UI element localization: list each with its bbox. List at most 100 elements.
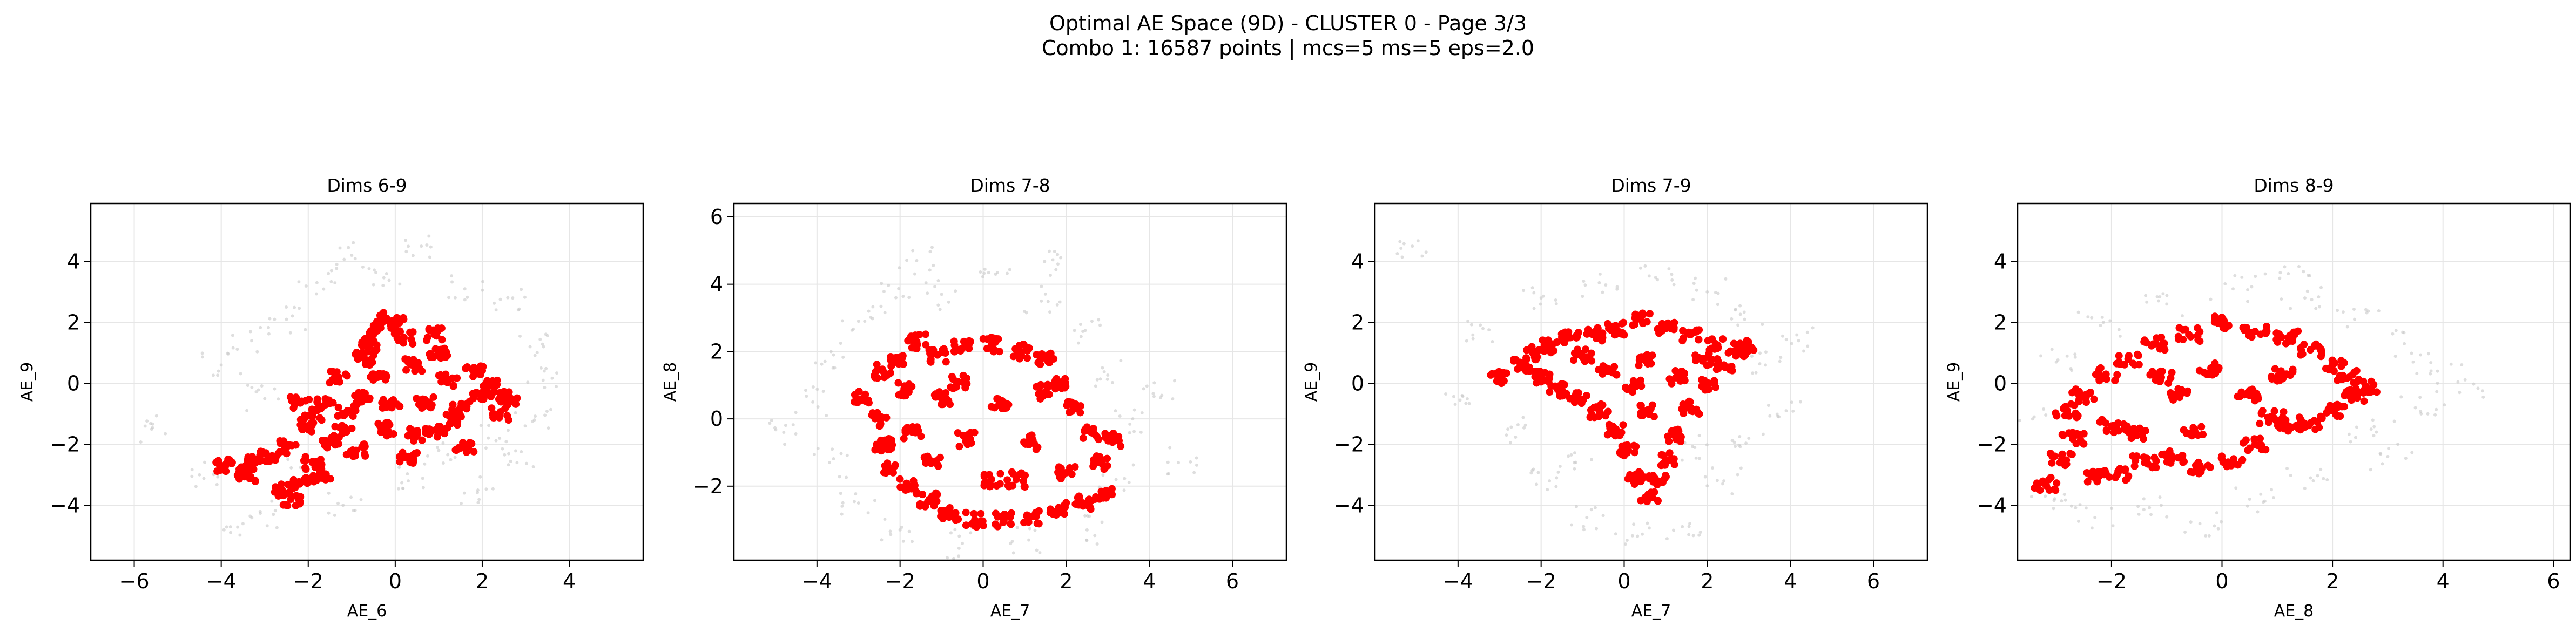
background-point bbox=[1192, 471, 1196, 474]
background-point bbox=[231, 346, 235, 350]
cluster-point bbox=[2272, 329, 2281, 337]
cluster-point bbox=[2311, 425, 2319, 433]
background-point bbox=[1598, 272, 1602, 276]
background-point bbox=[2144, 294, 2148, 297]
cluster-point bbox=[2244, 446, 2252, 454]
background-point bbox=[1687, 525, 1691, 528]
cluster-point bbox=[334, 440, 342, 448]
cluster-point bbox=[338, 422, 346, 430]
cluster-point bbox=[1587, 349, 1595, 357]
plot-area bbox=[768, 246, 1198, 560]
background-point bbox=[1573, 451, 1576, 455]
cluster-point bbox=[340, 429, 348, 437]
cluster-point bbox=[2317, 347, 2325, 355]
cluster-point bbox=[2359, 389, 2368, 397]
background-point bbox=[816, 447, 820, 451]
cluster-point bbox=[2174, 385, 2182, 393]
background-point bbox=[2435, 407, 2438, 411]
y-tick-label: 0 bbox=[1351, 371, 1364, 395]
cluster-point bbox=[871, 372, 879, 380]
cluster-point bbox=[1007, 520, 1015, 528]
plot-area bbox=[1395, 239, 1815, 546]
background-point bbox=[1532, 291, 1536, 295]
cluster-point bbox=[1680, 409, 1688, 417]
background-point bbox=[2353, 317, 2357, 321]
background-point bbox=[555, 371, 559, 375]
background-point bbox=[2156, 299, 2160, 303]
cluster-point bbox=[2068, 389, 2076, 397]
background-point bbox=[228, 525, 232, 529]
background-point bbox=[838, 475, 841, 479]
cluster-point bbox=[950, 337, 958, 345]
background-point bbox=[1541, 294, 1545, 298]
cluster-point bbox=[2096, 418, 2104, 426]
cluster-point bbox=[1671, 367, 1680, 375]
cluster-point bbox=[1003, 476, 1011, 484]
background-point bbox=[1131, 417, 1135, 421]
cluster-point bbox=[286, 393, 294, 401]
background-point bbox=[1646, 521, 1649, 525]
background-point bbox=[400, 481, 404, 485]
background-point bbox=[241, 522, 245, 526]
background-point bbox=[2392, 419, 2396, 423]
cluster-point bbox=[2352, 366, 2361, 375]
background-point bbox=[1471, 333, 1475, 337]
cluster-point bbox=[2144, 460, 2152, 468]
background-point bbox=[1640, 532, 1644, 536]
background-point bbox=[794, 432, 798, 436]
background-point bbox=[953, 528, 957, 532]
cluster-point bbox=[301, 456, 309, 464]
cluster-point bbox=[1742, 339, 1750, 347]
background-point bbox=[1173, 379, 1177, 383]
cluster-point bbox=[2058, 431, 2066, 439]
background-point bbox=[1615, 285, 1619, 289]
background-point bbox=[404, 250, 408, 254]
background-point bbox=[216, 373, 220, 377]
cluster-point bbox=[942, 358, 950, 366]
background-point bbox=[924, 281, 928, 285]
background-point bbox=[2234, 486, 2238, 490]
background-point bbox=[1469, 323, 1473, 327]
background-point bbox=[203, 460, 207, 464]
background-point bbox=[258, 512, 262, 515]
background-point bbox=[888, 529, 892, 533]
background-point bbox=[498, 437, 502, 440]
background-point bbox=[2310, 298, 2314, 302]
background-point bbox=[1094, 384, 1097, 388]
cluster-point bbox=[446, 419, 454, 427]
background-point bbox=[484, 446, 488, 450]
cluster-point bbox=[939, 393, 947, 402]
background-point bbox=[1128, 431, 1131, 434]
cluster-point bbox=[879, 366, 887, 375]
background-point bbox=[2303, 296, 2307, 300]
background-point bbox=[853, 500, 857, 504]
background-point bbox=[1730, 492, 1734, 495]
background-point bbox=[228, 531, 232, 534]
cluster-point bbox=[938, 511, 946, 519]
cluster-point bbox=[409, 451, 417, 459]
background-point bbox=[1033, 528, 1037, 532]
cluster-point bbox=[1033, 383, 1041, 391]
background-point bbox=[768, 422, 772, 425]
cluster-point bbox=[1604, 320, 1612, 328]
cluster-point bbox=[950, 384, 959, 392]
cluster-point bbox=[1695, 336, 1703, 344]
cluster-point bbox=[2133, 431, 2141, 439]
background-point bbox=[1195, 463, 1198, 467]
cluster-point bbox=[909, 477, 918, 485]
cluster-point bbox=[413, 395, 421, 403]
cluster-point bbox=[927, 358, 935, 366]
background-point bbox=[2204, 534, 2208, 538]
cluster-point bbox=[429, 393, 437, 401]
cluster-point bbox=[1066, 408, 1074, 416]
background-point bbox=[246, 383, 249, 387]
background-point bbox=[866, 511, 870, 515]
x-tick-label: 2 bbox=[2326, 569, 2339, 593]
background-point bbox=[2278, 271, 2282, 275]
cluster-point bbox=[1610, 363, 1619, 371]
background-point bbox=[1128, 422, 1132, 426]
background-point bbox=[387, 278, 391, 282]
x-tick-label: −4 bbox=[1443, 569, 1473, 593]
background-point bbox=[1672, 283, 1676, 287]
